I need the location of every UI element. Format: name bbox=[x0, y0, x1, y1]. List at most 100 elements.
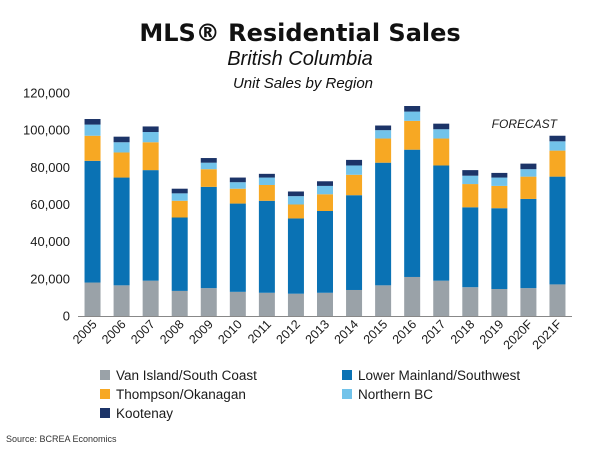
x-tick-label: 2011 bbox=[245, 317, 274, 346]
chart-subtitle: British Columbia bbox=[227, 48, 373, 70]
bar-segment-lower-mainland bbox=[520, 198, 537, 289]
bar-segment-lower-mainland bbox=[258, 200, 275, 293]
bar-segment-van-island bbox=[375, 285, 392, 316]
legend-label: Kootenay bbox=[116, 406, 173, 421]
bar-segment-lower-mainland bbox=[375, 162, 392, 286]
bar-segment-thompson bbox=[404, 120, 421, 150]
bar-segment-lower-mainland bbox=[287, 218, 304, 294]
bar-segment-van-island bbox=[317, 292, 333, 316]
bar-segment-lower-mainland bbox=[549, 176, 566, 285]
x-tick-label: 2021F bbox=[530, 317, 565, 352]
bar-segment-lower-mainland bbox=[346, 195, 363, 290]
bar-segment-lower-mainland bbox=[491, 208, 508, 290]
bar-stack-2017 bbox=[433, 123, 450, 316]
x-tick-label: 2020F bbox=[501, 317, 536, 352]
bar-segment-northern-bc bbox=[491, 177, 508, 186]
bar-segment-northern-bc bbox=[171, 193, 188, 201]
bar-segment-lower-mainland bbox=[433, 165, 450, 281]
bar-segment-northern-bc bbox=[84, 124, 101, 136]
bar-stack-2018 bbox=[462, 170, 479, 316]
bar-segment-thompson bbox=[433, 138, 450, 166]
bar-segment-van-island bbox=[346, 289, 363, 316]
bar-segment-van-island bbox=[549, 284, 566, 316]
bar-stack-2007 bbox=[142, 126, 159, 316]
x-tick-label: 2012 bbox=[273, 317, 303, 347]
x-tick-label: 2006 bbox=[99, 317, 129, 347]
bar-segment-thompson bbox=[375, 138, 392, 163]
bar-segment-thompson bbox=[258, 184, 275, 201]
bar-segment-kootenay bbox=[171, 188, 188, 194]
y-tick-label: 100,000 bbox=[23, 123, 70, 138]
x-tick-label: 2007 bbox=[128, 317, 158, 347]
x-tick-label: 2017 bbox=[419, 317, 449, 347]
legend-item-lower-mainland: Lower Mainland/Southwest bbox=[342, 368, 520, 383]
bar-segment-thompson bbox=[229, 188, 246, 204]
x-tick-label: 2009 bbox=[186, 317, 216, 347]
bar-segment-thompson bbox=[171, 200, 188, 218]
bar-segment-lower-mainland bbox=[200, 186, 217, 289]
bar-segment-kootenay bbox=[287, 191, 304, 197]
bar-segment-lower-mainland bbox=[142, 170, 159, 281]
bar-segment-van-island bbox=[200, 288, 217, 316]
legend-label: Lower Mainland/Southwest bbox=[358, 368, 520, 383]
bar-segment-kootenay bbox=[462, 170, 479, 176]
legend-swatch bbox=[100, 370, 110, 380]
bar-segment-lower-mainland bbox=[462, 207, 479, 288]
bar-segment-kootenay bbox=[229, 177, 246, 183]
legend-swatch bbox=[342, 389, 352, 399]
bar-stack-2008 bbox=[171, 188, 188, 316]
bar-stack-2016 bbox=[404, 106, 421, 316]
y-tick-label: 80,000 bbox=[30, 160, 70, 175]
chart-subtitle-2: Unit Sales by Region bbox=[233, 75, 373, 92]
legend-item-kootenay: Kootenay bbox=[100, 406, 173, 421]
bars-group bbox=[84, 106, 566, 316]
bar-stack-2011 bbox=[258, 173, 275, 316]
y-tick-label: 20,000 bbox=[30, 271, 70, 286]
bar-segment-kootenay bbox=[375, 125, 392, 131]
bar-segment-northern-bc bbox=[375, 130, 392, 139]
bar-segment-lower-mainland bbox=[229, 203, 246, 292]
bar-stack-2014 bbox=[346, 159, 363, 316]
bar-segment-thompson bbox=[287, 204, 304, 219]
x-tick-label: 2016 bbox=[390, 317, 420, 347]
bar-segment-northern-bc bbox=[200, 162, 217, 170]
y-tick-label: 0 bbox=[63, 309, 70, 324]
bar-stack-2012 bbox=[287, 191, 304, 316]
bar-segment-van-island bbox=[142, 280, 159, 316]
bar-segment-kootenay bbox=[142, 126, 159, 133]
bar-segment-thompson bbox=[113, 152, 130, 178]
bar-segment-thompson bbox=[142, 142, 159, 171]
bar-segment-northern-bc bbox=[520, 169, 537, 177]
y-axis: 0 20,000 40,000 60,000 80,000 100,000 120,000 bbox=[23, 86, 70, 324]
bar-segment-van-island bbox=[113, 285, 130, 316]
bar-segment-van-island bbox=[171, 290, 188, 316]
bar-segment-kootenay bbox=[491, 172, 508, 178]
bar-segment-thompson bbox=[549, 150, 566, 177]
bar-segment-kootenay bbox=[200, 158, 217, 163]
bar-segment-kootenay bbox=[346, 159, 363, 166]
bar-segment-northern-bc bbox=[549, 141, 566, 151]
x-tick-label: 2010 bbox=[215, 317, 245, 347]
bar-segment-van-island bbox=[287, 293, 304, 316]
bar-segment-van-island bbox=[258, 292, 275, 316]
bar-segment-northern-bc bbox=[433, 129, 450, 139]
bar-segment-thompson bbox=[346, 174, 363, 196]
bar-segment-lower-mainland bbox=[171, 217, 188, 291]
bar-segment-northern-bc bbox=[346, 165, 363, 175]
bar-segment-thompson bbox=[317, 194, 333, 212]
y-tick-label: 120,000 bbox=[23, 86, 70, 101]
x-tick-label: 2015 bbox=[361, 317, 391, 347]
bar-segment-kootenay bbox=[404, 106, 421, 112]
bar-segment-van-island bbox=[404, 276, 421, 316]
bar-segment-northern-bc bbox=[142, 132, 159, 143]
x-tick-label: 2014 bbox=[332, 317, 362, 347]
legend-label: Northern BC bbox=[358, 387, 433, 402]
bar-segment-van-island bbox=[229, 291, 246, 316]
chart-title: MLS® Residential Sales bbox=[139, 19, 460, 47]
y-tick-label: 40,000 bbox=[30, 234, 70, 249]
legend-item-thompson: Thompson/Okanagan bbox=[100, 387, 246, 402]
forecast-annotation: FORECAST bbox=[492, 117, 559, 131]
source-note: Source: BCREA Economics bbox=[6, 434, 117, 444]
bar-segment-kootenay bbox=[433, 123, 450, 130]
